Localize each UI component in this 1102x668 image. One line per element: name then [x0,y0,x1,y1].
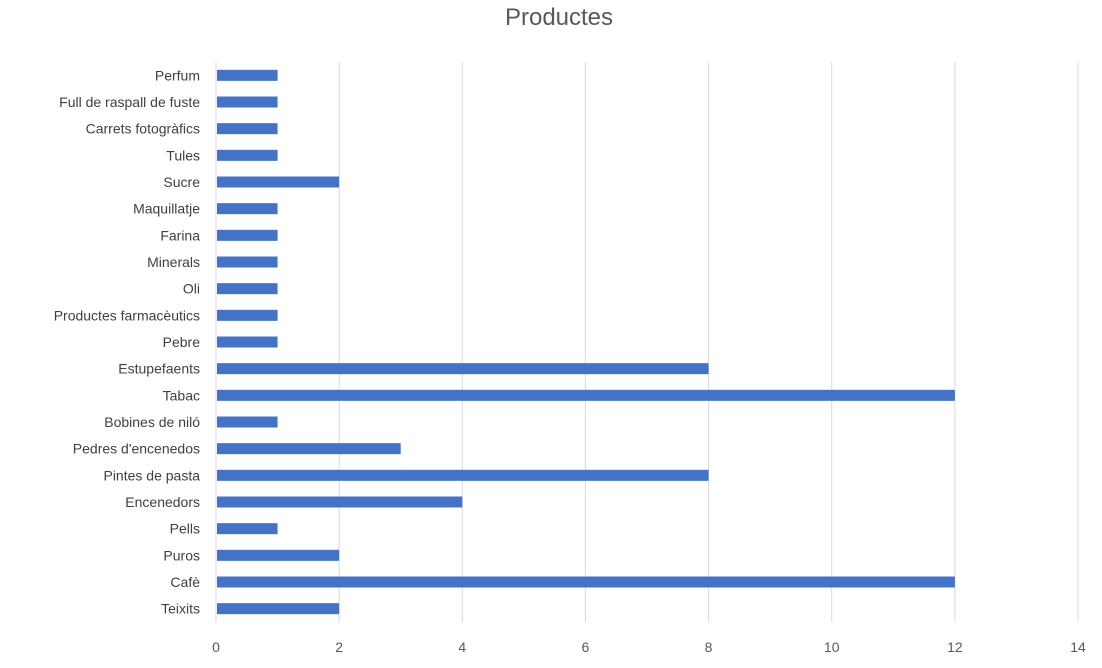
y-tick-label: Pebre [163,334,201,350]
bar-4 [217,496,463,508]
x-tick-label: 10 [824,639,840,655]
y-tick-label: Pedres d'encenedos [73,441,200,457]
bar-0 [217,603,340,615]
bar-1 [217,576,955,588]
x-tick-label: 12 [947,639,963,655]
bar-14 [217,229,278,241]
y-tick-label: Maquillatje [133,201,200,217]
x-tick-label: 4 [458,639,466,655]
y-tick-label: Sucre [163,174,200,190]
x-tick-label: 0 [212,639,220,655]
bar-8 [217,389,955,401]
y-tick-label: Estupefaents [118,361,200,377]
bar-15 [217,203,278,215]
y-tick-label: Encenedors [125,494,200,510]
y-tick-label: Puros [163,547,200,563]
y-tick-label: Pintes de pasta [103,467,200,483]
x-tick-label: 2 [335,639,343,655]
y-tick-label: Farina [160,227,200,243]
y-tick-label: Minerals [147,254,200,270]
bar-7 [217,416,278,428]
bar-20 [217,69,278,81]
y-tick-label: Pells [170,521,200,537]
y-tick-label: Tules [166,147,200,163]
bar-16 [217,176,340,188]
y-tick-label: Bobines de niló [104,414,200,430]
y-tick-label: Productes farmacèutics [54,307,200,323]
y-tick-label: Oli [183,281,200,297]
x-tick-label: 6 [582,639,590,655]
y-tick-label: Tabac [163,387,200,403]
x-tick-label: 8 [705,639,713,655]
bar-11 [217,309,278,321]
bar-5 [217,469,709,481]
bar-3 [217,523,278,535]
bar-6 [217,443,401,455]
bar-19 [217,96,278,108]
x-tick-label: 14 [1070,639,1086,655]
chart-title: Productes [504,4,614,31]
y-tick-label: Carrets fotogràfics [86,121,200,137]
y-tick-label: Cafè [170,574,200,590]
y-tick-label: Teixits [161,601,200,617]
bar-18 [217,123,278,135]
bar-9 [217,363,709,375]
bar-10 [217,336,278,348]
bar-12 [217,283,278,295]
bar-2 [217,549,340,561]
bar-13 [217,256,278,268]
y-tick-label: Perfum [155,67,200,83]
bar-17 [217,149,278,161]
y-tick-label: Full de raspall de fuste [59,94,200,110]
